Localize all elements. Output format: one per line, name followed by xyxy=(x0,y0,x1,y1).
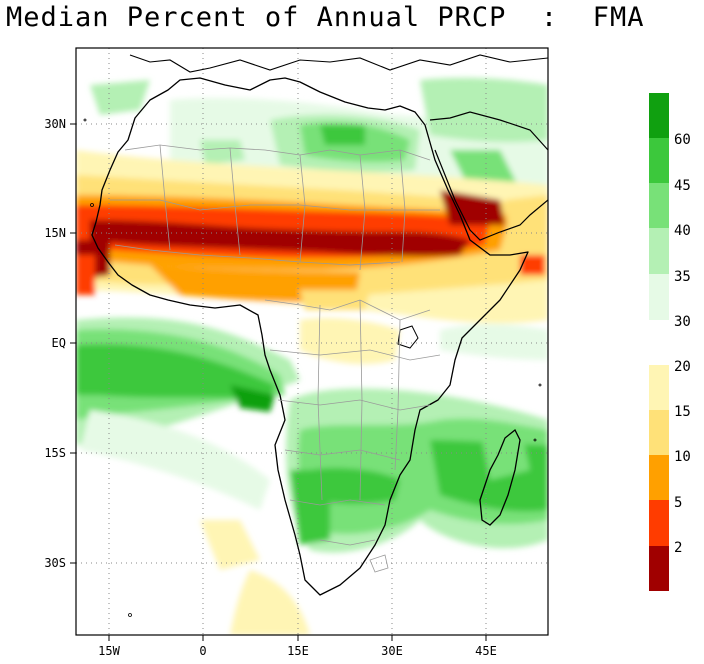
precip-shading xyxy=(76,77,548,635)
x-tick-label: 15W xyxy=(98,644,120,658)
europe-coastline xyxy=(129,54,548,73)
legend-swatch xyxy=(649,138,669,183)
map-title: Median Percent of Annual PRCP : FMA xyxy=(6,2,645,33)
legend-swatch xyxy=(649,410,669,455)
map-plot-area xyxy=(76,48,548,635)
islands xyxy=(83,118,542,617)
country-borders xyxy=(110,144,441,573)
x-tick-label: 30E xyxy=(381,644,403,658)
legend-swatch xyxy=(649,365,669,410)
y-tick-label: 30S xyxy=(44,556,66,570)
plot-frame xyxy=(75,47,549,636)
africa-coastline xyxy=(91,77,529,596)
legend-swatch xyxy=(649,183,669,228)
legend-label: 60 xyxy=(674,132,691,148)
x-tick-label: 45E xyxy=(475,644,497,658)
legend-swatch xyxy=(649,546,669,591)
y-tick-label: 15S xyxy=(44,446,66,460)
x-tick-label: 15E xyxy=(287,644,309,658)
madagascar-outline xyxy=(479,428,521,526)
graticule xyxy=(76,48,548,635)
legend-swatch xyxy=(649,93,669,138)
legend-label: 5 xyxy=(674,495,682,511)
y-tick-label: EQ xyxy=(52,336,66,350)
legend-swatch xyxy=(649,228,669,274)
legend-label: 2 xyxy=(674,540,682,556)
legend-swatch xyxy=(649,455,669,500)
lake-victoria xyxy=(397,325,419,349)
legend-label: 35 xyxy=(674,269,691,285)
x-tick-label: 0 xyxy=(199,644,206,658)
legend-label: 40 xyxy=(674,223,691,239)
legend-label: 20 xyxy=(674,359,691,375)
legend-swatch xyxy=(649,274,669,320)
legend-label: 15 xyxy=(674,404,691,420)
legend-label: 10 xyxy=(674,449,691,465)
y-tick-label: 15N xyxy=(44,226,66,240)
tick-marks xyxy=(70,123,487,641)
legend-label: 30 xyxy=(674,314,691,330)
arabia-coastline xyxy=(429,111,548,241)
legend-label: 45 xyxy=(674,178,691,194)
y-tick-label: 30N xyxy=(44,117,66,131)
color-legend: 60 45 40 35 30 20 15 10 5 2 xyxy=(649,93,691,591)
legend-swatch xyxy=(649,500,669,546)
